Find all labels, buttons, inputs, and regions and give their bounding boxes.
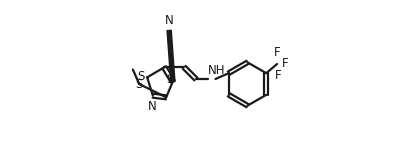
Text: S: S [166, 73, 173, 86]
Text: S: S [136, 77, 143, 91]
Text: F: F [282, 57, 289, 70]
Text: N: N [148, 100, 156, 113]
Text: NH: NH [208, 64, 226, 77]
Text: N: N [165, 13, 173, 27]
Text: S: S [137, 70, 144, 83]
Text: F: F [275, 69, 281, 82]
Text: F: F [274, 46, 281, 59]
